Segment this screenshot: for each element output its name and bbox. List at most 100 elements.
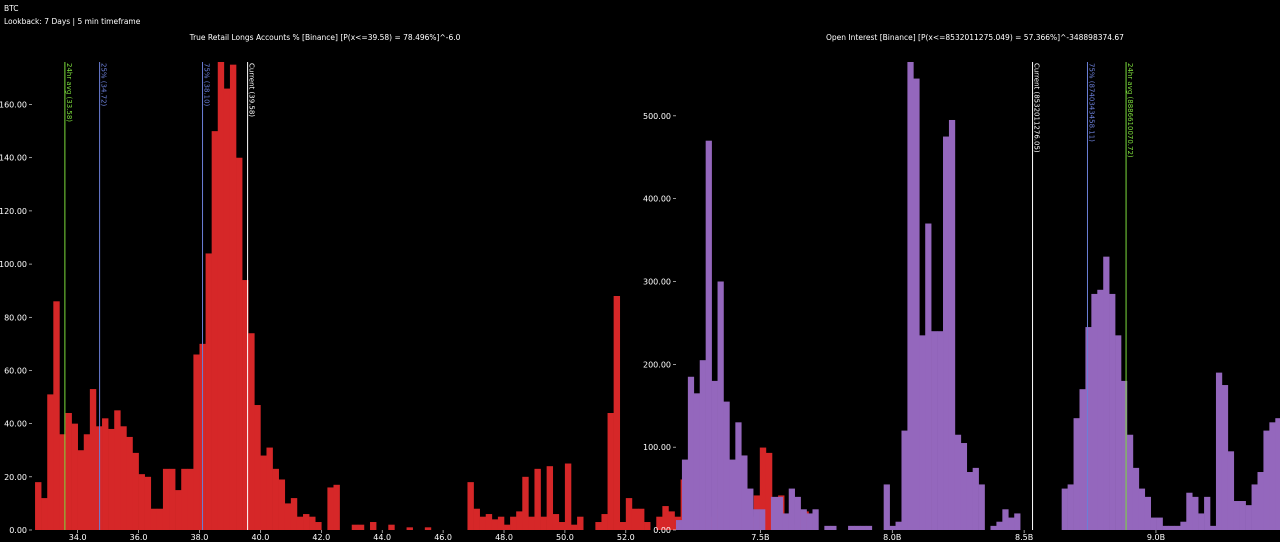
left-bar <box>266 447 273 530</box>
left-bar <box>77 450 85 530</box>
left-bar <box>290 498 298 530</box>
right-bar <box>1221 385 1229 530</box>
right-marker-label: Current (8532011276.05) <box>1033 63 1041 153</box>
right-marker-label: 24hr avg (8886610070.72) <box>1126 63 1134 158</box>
right-bar <box>954 434 962 530</box>
left-bar <box>631 508 639 530</box>
left-bar <box>89 389 97 530</box>
right-bar <box>776 496 784 530</box>
left-bar <box>333 484 340 530</box>
right-bar <box>1115 335 1122 530</box>
left-marker-label: Current (39.58) <box>248 63 256 117</box>
left-bar <box>162 468 170 530</box>
left-bar <box>187 468 194 530</box>
right-bar <box>1180 521 1187 530</box>
right-bar <box>907 62 914 530</box>
left-x-tick-label: 42.0 <box>312 533 330 542</box>
right-bar <box>1251 484 1258 530</box>
right-bar <box>1263 430 1270 530</box>
left-bar <box>296 516 304 530</box>
left-bar <box>242 280 249 530</box>
right-bar <box>1091 293 1098 530</box>
left-bar <box>309 516 316 530</box>
right-bar <box>1132 467 1140 530</box>
left-bar <box>205 253 212 530</box>
left-bar <box>522 476 529 530</box>
left-bar <box>613 296 621 530</box>
right-bar <box>931 331 938 530</box>
right-y-tick-label: 500.00 <box>643 112 671 121</box>
right-bar <box>1073 418 1080 530</box>
right-bar <box>1097 289 1104 530</box>
right-bar <box>770 496 778 530</box>
left-y-tick-label: 160.00 <box>0 101 27 110</box>
left-bar <box>662 506 669 530</box>
left-x-tick-label: 52.0 <box>617 533 635 542</box>
left-bar <box>607 413 614 530</box>
right-bar <box>1144 496 1151 530</box>
left-bar <box>47 394 54 530</box>
right-bar <box>729 459 736 530</box>
right-bar <box>741 455 748 530</box>
right-bar <box>901 430 908 530</box>
left-bar <box>65 413 72 530</box>
left-bar <box>138 474 145 530</box>
right-bar <box>1227 451 1235 530</box>
right-bar <box>889 525 896 530</box>
right-bar <box>1126 434 1134 530</box>
left-bar <box>638 508 645 530</box>
left-bar <box>552 514 560 530</box>
right-bar <box>948 119 956 530</box>
left-bar <box>540 516 547 530</box>
right-bar <box>1198 513 1205 530</box>
left-bar <box>248 333 255 530</box>
left-bar <box>41 498 48 530</box>
right-bar <box>854 525 861 530</box>
left-bar <box>528 516 535 530</box>
right-bar <box>1079 389 1086 530</box>
right-bar <box>1014 513 1021 530</box>
right-bar <box>1257 472 1264 530</box>
left-bar <box>175 490 182 530</box>
right-bar <box>824 525 831 530</box>
right-bar <box>1109 293 1116 530</box>
right-x-tick-label: 8.5B <box>1015 533 1033 542</box>
left-bar <box>406 527 413 530</box>
right-bar <box>794 496 801 530</box>
right-bar <box>966 472 973 530</box>
right-bar <box>1121 380 1128 530</box>
retail-longs-histogram: True Retail Longs Accounts % [Binance] [… <box>0 33 809 542</box>
left-y-tick-label: 140.00 <box>0 154 27 163</box>
right-bar <box>681 459 689 530</box>
right-y-tick-label: 400.00 <box>643 195 671 204</box>
left-bar <box>467 482 474 530</box>
right-bar <box>1233 501 1240 530</box>
right-bar <box>913 78 920 530</box>
left-bar <box>485 514 493 530</box>
right-bar <box>788 488 795 530</box>
right-bar <box>812 509 819 530</box>
right-bar <box>1002 509 1009 530</box>
right-bar <box>1275 418 1280 530</box>
left-x-tick-label: 46.0 <box>434 533 452 542</box>
right-bar <box>848 525 855 530</box>
left-bar <box>35 482 42 530</box>
right-bar <box>978 484 985 530</box>
left-chart-title: True Retail Longs Accounts % [Binance] [… <box>189 33 461 42</box>
right-bar <box>759 509 766 530</box>
right-bar <box>943 136 950 531</box>
left-bar <box>254 405 261 530</box>
left-bar <box>236 157 243 531</box>
right-bar <box>925 223 932 530</box>
right-marker-label: 75% (8740343458.11) <box>1087 63 1095 142</box>
left-bar <box>83 434 91 530</box>
left-marker-label: 75% (38.10) <box>203 63 211 107</box>
left-x-tick-label: 36.0 <box>130 533 148 542</box>
right-bar <box>1245 505 1252 530</box>
left-bar <box>765 452 773 530</box>
left-bar <box>577 516 584 530</box>
left-y-tick-label: 120.00 <box>0 207 27 216</box>
right-bar <box>1174 525 1181 530</box>
right-x-tick-label: 7.5B <box>751 533 769 542</box>
right-bar <box>1150 517 1157 530</box>
